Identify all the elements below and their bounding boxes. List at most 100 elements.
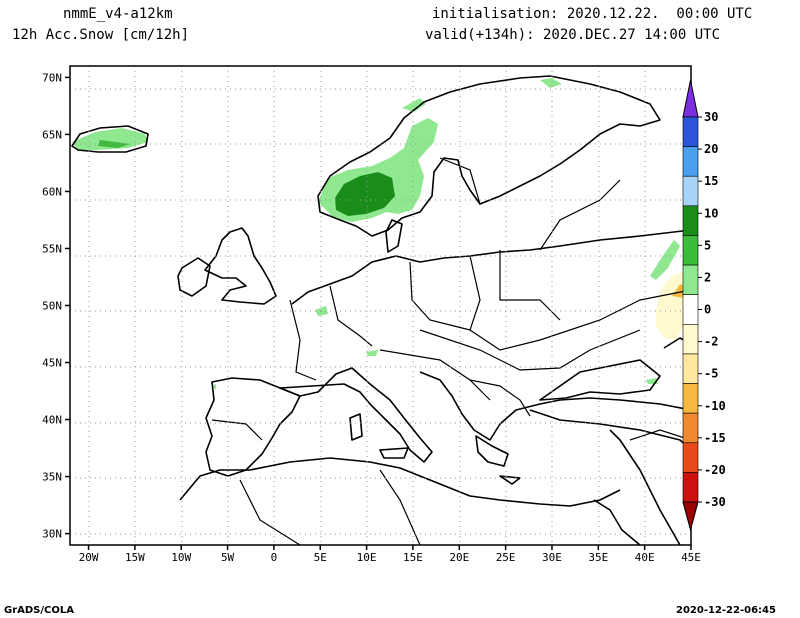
colorbar-box bbox=[682, 412, 699, 444]
colorbar-label: 10 bbox=[704, 206, 718, 220]
central-border bbox=[379, 349, 491, 401]
colorbar-box bbox=[682, 472, 699, 503]
lon-tick-label: 0 bbox=[271, 551, 278, 564]
lon-tick-label: 15E bbox=[403, 551, 423, 564]
map-frame-bg bbox=[70, 66, 691, 545]
colorbar-label: -30 bbox=[704, 495, 726, 509]
snow-shading bbox=[72, 78, 691, 390]
colorbar-box bbox=[682, 442, 699, 473]
model-title: nmmE_v4-a12km bbox=[63, 6, 173, 22]
lat-axis: 30N 35N 40N 45N 50N 55N 60N 65N 70N bbox=[42, 71, 70, 541]
lon-tick-label: 20W bbox=[79, 551, 99, 564]
colorbar-bottom-triangle bbox=[682, 501, 699, 532]
france-border bbox=[289, 299, 317, 381]
field-title: 12h Acc.Snow [cm/12h] bbox=[12, 27, 190, 43]
lat-tick-label: 35N bbox=[42, 471, 62, 484]
colorbar-box bbox=[682, 205, 699, 236]
lon-tick-label: 5W bbox=[221, 551, 235, 564]
anatolia-coast bbox=[529, 409, 691, 451]
init-time: initialisation: 2020.12.22. 00:00 UTC bbox=[432, 6, 753, 22]
levant-coast bbox=[609, 429, 681, 545]
lon-axis: 20W 15W 10W 5W 0 5E 10E 15E 20E 25E 30E 35E 40E 45E bbox=[79, 545, 701, 564]
colorbar-label: 15 bbox=[704, 174, 718, 188]
colorbar-box bbox=[682, 324, 699, 355]
libya-border bbox=[379, 469, 421, 545]
scandinavia-coast bbox=[317, 75, 661, 237]
turkey-border bbox=[629, 429, 691, 441]
algeria-border bbox=[239, 479, 301, 545]
colorbar-label: -15 bbox=[704, 431, 726, 445]
ireland-coast bbox=[177, 257, 211, 297]
lon-tick-label: 10W bbox=[171, 551, 191, 564]
lat-tick-label: 65N bbox=[42, 128, 62, 141]
north-coast bbox=[291, 229, 691, 305]
denmark-coast bbox=[385, 219, 403, 253]
footer-left: GrADS/COLA bbox=[4, 605, 74, 616]
iberia-coast bbox=[205, 377, 301, 477]
ukraine-border bbox=[419, 329, 641, 371]
black-sea-coast bbox=[539, 359, 661, 401]
snow-kola bbox=[540, 78, 562, 88]
sardinia-coast bbox=[349, 413, 363, 441]
north-africa-coast bbox=[179, 457, 621, 507]
great-britain-coast bbox=[204, 227, 277, 305]
italy-coast bbox=[279, 367, 433, 463]
lon-tick-label: 35E bbox=[588, 551, 608, 564]
poland-border bbox=[469, 255, 541, 351]
coastlines bbox=[71, 75, 691, 545]
borders bbox=[211, 157, 691, 545]
valid-time: valid(+134h): 2020.DEC.27 14:00 UTC bbox=[425, 27, 721, 43]
belarus-border bbox=[499, 250, 561, 321]
sicily-coast bbox=[379, 447, 409, 459]
lat-tick-label: 40N bbox=[42, 414, 62, 427]
snow-russia-east bbox=[650, 240, 680, 280]
colorbar-box bbox=[682, 264, 699, 295]
colorbar-box bbox=[682, 294, 699, 325]
balkans-coast bbox=[419, 371, 691, 441]
colorbar-box bbox=[682, 146, 699, 177]
lat-tick-label: 55N bbox=[42, 242, 62, 255]
snow-norway-core bbox=[335, 172, 395, 216]
footer-right: 2020-12-22-06:45 bbox=[676, 605, 776, 616]
colorbar-label: 20 bbox=[704, 142, 718, 156]
iceland-coast bbox=[71, 125, 149, 153]
graticule bbox=[70, 66, 691, 545]
lat-tick-label: 70N bbox=[42, 71, 62, 84]
lat-tick-label: 50N bbox=[42, 300, 62, 313]
lon-tick-label: 20E bbox=[449, 551, 469, 564]
colorbar-box bbox=[682, 175, 699, 207]
russia-border bbox=[539, 289, 691, 341]
germany-east-border bbox=[409, 261, 471, 331]
lon-tick-label: 40E bbox=[635, 551, 655, 564]
lon-tick-label: 10E bbox=[357, 551, 377, 564]
finland-russia-border bbox=[539, 179, 621, 251]
colorbar-label: -20 bbox=[704, 463, 726, 477]
colorbar-label: 30 bbox=[704, 110, 718, 124]
colorbar-label: -2 bbox=[704, 335, 718, 349]
colorbar-box bbox=[682, 383, 699, 414]
snow-iceland-core bbox=[98, 140, 130, 148]
snow-north-norway bbox=[402, 98, 426, 112]
colorbar-label: -5 bbox=[704, 367, 718, 381]
snow-alps bbox=[366, 350, 378, 356]
greece-coast bbox=[475, 435, 509, 467]
colorbar-label: 2 bbox=[704, 270, 711, 284]
colorbar-label: -10 bbox=[704, 399, 726, 413]
lon-tick-label: 30E bbox=[542, 551, 562, 564]
lon-tick-label: 15W bbox=[125, 551, 145, 564]
crete-coast bbox=[499, 475, 521, 485]
lon-tick-label: 5E bbox=[314, 551, 327, 564]
germany-west-border bbox=[329, 285, 373, 347]
colorbar-box bbox=[682, 353, 699, 384]
colorbar-label: 5 bbox=[704, 238, 711, 252]
balkan-border bbox=[469, 379, 531, 417]
spain-portugal-border bbox=[211, 419, 263, 441]
lat-tick-label: 45N bbox=[42, 357, 62, 370]
colorbar-box bbox=[682, 235, 699, 266]
nile-coast bbox=[593, 499, 641, 545]
lat-tick-label: 60N bbox=[42, 185, 62, 198]
colorbar-box bbox=[682, 116, 699, 147]
colorbar-label: 0 bbox=[704, 303, 711, 317]
